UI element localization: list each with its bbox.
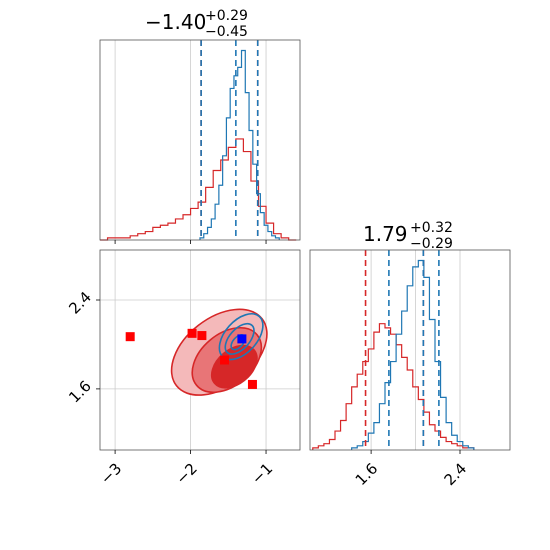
marker-5 — [237, 334, 247, 344]
joint-x-tick-label: −1 — [248, 460, 276, 488]
marker-1 — [187, 328, 197, 338]
blue-contour-1 — [224, 322, 255, 355]
param2-title-minus: −0.29 — [410, 236, 453, 252]
param2-x-tick-label: 1.6 — [352, 460, 382, 490]
axes-frame-j — [99, 249, 301, 451]
param2-x-tick-label: 2.4 — [441, 460, 471, 490]
param1-title: −1.40 — [145, 10, 206, 34]
param2-title-plus: +0.32 — [410, 220, 453, 236]
marker-4 — [247, 379, 257, 389]
joint-y-tick-label: 1.6 — [65, 377, 95, 407]
param2-hist-blue — [351, 259, 475, 450]
joint-x-tick-label: −3 — [97, 460, 125, 488]
param2-title: 1.79 — [363, 222, 408, 246]
joint-x-tick-label: −2 — [172, 460, 200, 488]
axes-frame-p1 — [99, 39, 301, 241]
marker-3 — [220, 355, 230, 365]
axes-frame-p2 — [309, 249, 511, 451]
joint-contours — [125, 308, 268, 396]
joint-y-tick-label: 2.4 — [65, 288, 95, 318]
axes-layer — [96, 39, 511, 454]
param1-hist-blue — [199, 49, 280, 240]
marker-2 — [197, 331, 207, 341]
param1-title-minus: −0.45 — [205, 24, 248, 40]
param2-hist-red — [312, 323, 475, 450]
param1-title-plus: +0.29 — [205, 8, 248, 24]
data-layer — [100, 40, 475, 450]
marker-0 — [125, 332, 135, 342]
